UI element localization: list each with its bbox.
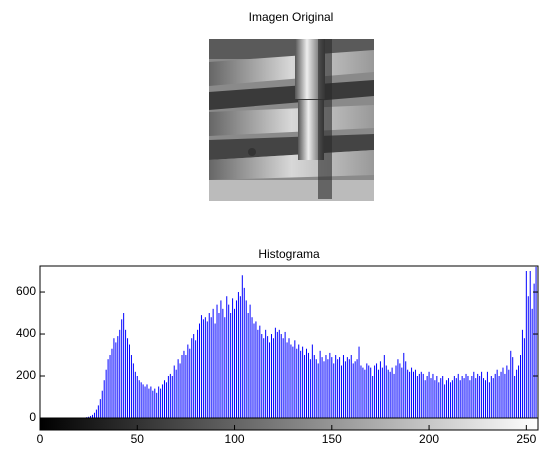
axes-box — [39, 265, 539, 419]
x-tick-label: 50 — [131, 432, 145, 446]
x-tick-label: 100 — [225, 432, 245, 446]
x-tick-label: 200 — [419, 432, 439, 446]
y-tick-label: 400 — [16, 326, 36, 340]
y-tick-label: 0 — [29, 410, 36, 424]
x-tick-label: 150 — [322, 432, 342, 446]
x-tick-label: 0 — [37, 432, 44, 446]
image — [209, 39, 374, 201]
y-tick-label: 600 — [16, 284, 36, 298]
y-tick-label: 200 — [16, 368, 36, 382]
chart-title: Histograma — [258, 247, 320, 261]
image-title: Imagen Original — [249, 10, 334, 24]
x-tick-label: 250 — [516, 432, 536, 446]
colorbar — [39, 417, 539, 431]
